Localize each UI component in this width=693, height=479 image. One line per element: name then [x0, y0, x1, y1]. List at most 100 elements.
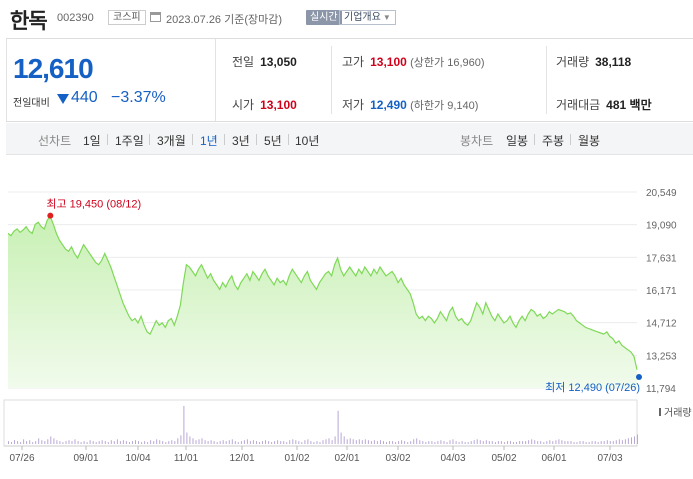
volume-bar — [567, 441, 569, 444]
volume-bar — [425, 442, 427, 444]
period-5y[interactable]: 5년 — [264, 134, 282, 148]
volume-bar — [482, 441, 484, 444]
divider — [192, 134, 193, 145]
volume-bar — [304, 440, 306, 444]
volume-bar — [68, 440, 70, 444]
low-annotation: 최저 12,490 (07/26) — [545, 381, 640, 394]
volume-bar — [159, 440, 161, 444]
candle-weekly[interactable]: 주봉 — [542, 134, 565, 148]
volume-bar — [198, 439, 200, 445]
volume-bar — [171, 440, 173, 444]
period-1w[interactable]: 1주일 — [115, 134, 144, 148]
volume-bar — [473, 440, 475, 444]
volume-bar — [92, 441, 94, 444]
volume-bar — [289, 440, 291, 444]
stat-low-label: 저가 — [342, 98, 365, 112]
volume-bar — [410, 441, 412, 444]
x-tick-label: 10/04 — [125, 453, 150, 464]
candle-monthly[interactable]: 월봉 — [578, 134, 601, 148]
realtime-button[interactable]: 실시간 — [306, 10, 342, 25]
stat-open-label: 시가 — [232, 98, 255, 112]
period-3m[interactable]: 3개월 — [157, 134, 186, 148]
volume-bar — [219, 441, 221, 444]
volume-bar — [510, 441, 511, 444]
volume-bar — [71, 441, 73, 444]
volume-bar — [38, 438, 40, 444]
volume-bar — [337, 410, 339, 445]
divider — [149, 134, 150, 145]
volume-bar — [125, 441, 127, 444]
volume-bar — [162, 441, 164, 444]
volume-bar — [373, 440, 375, 444]
volume-bar — [104, 441, 106, 444]
change-label: 전일대비 — [13, 98, 50, 109]
volume-bar — [319, 442, 321, 444]
volume-bar — [256, 441, 257, 444]
volume-bar — [564, 441, 566, 444]
period-1d[interactable]: 1일 — [83, 134, 101, 148]
volume-bar — [322, 440, 324, 444]
volume-bar — [352, 439, 354, 445]
volume-bar — [437, 441, 439, 444]
high-annotation: 최고 19,450 (08/12) — [46, 198, 141, 211]
volume-bar — [283, 441, 285, 444]
divider — [570, 134, 571, 145]
price-chart: 20,549 19,090 17,631 16,171 14,712 13,253 11,7… — [0, 160, 693, 479]
volume-bar — [497, 441, 499, 444]
volume-bar — [307, 439, 309, 445]
volume-bar — [47, 439, 49, 445]
company-overview-button[interactable]: 기업개요 ▼ — [339, 10, 396, 25]
volume-bar — [422, 441, 424, 444]
stat-open-value: 13,100 — [260, 98, 297, 112]
volume-bar — [177, 438, 179, 444]
down-arrow-icon — [57, 94, 69, 104]
volume-bar — [461, 441, 463, 444]
volume-bar — [552, 441, 554, 444]
volume-bar — [101, 440, 103, 444]
volume-bar — [449, 440, 451, 444]
period-3y[interactable]: 3년 — [232, 134, 250, 148]
x-tick-label: 07/26 — [9, 453, 34, 464]
volume-bar — [50, 436, 52, 444]
candle-daily[interactable]: 일봉 — [506, 134, 529, 148]
divider — [107, 134, 108, 145]
period-10y[interactable]: 10년 — [295, 134, 320, 148]
stat-amount-unit: 백만 — [629, 98, 652, 112]
volume-bar — [14, 440, 15, 444]
volume-bar — [600, 441, 602, 444]
volume-bar — [141, 442, 143, 444]
company-overview-label: 기업개요 — [344, 12, 381, 23]
volume-bar — [485, 440, 487, 444]
volume-bar — [428, 441, 430, 444]
volume-bar — [525, 441, 527, 444]
market-badge: 코스피 — [108, 10, 146, 25]
volume-bar — [395, 442, 397, 444]
stat-amount-value: 481 — [606, 98, 627, 112]
volume-bar — [452, 439, 454, 445]
volume-bar — [549, 440, 551, 444]
volume-bar — [207, 441, 209, 444]
x-tick-label: 02/01 — [334, 453, 359, 464]
volume-bar — [274, 441, 276, 444]
divider — [534, 134, 535, 145]
volume-bar — [370, 441, 372, 444]
volume-bar — [464, 442, 466, 444]
volume-bar — [280, 441, 282, 444]
volume-bar — [119, 441, 121, 444]
period-1y[interactable]: 1년 — [200, 134, 218, 148]
volume-bar — [546, 441, 548, 444]
volume-bar — [225, 441, 227, 444]
volume-bar — [95, 442, 97, 444]
volume-bar — [340, 432, 342, 444]
volume-bar — [59, 441, 61, 444]
price-line — [7, 215, 638, 370]
volume-bar — [249, 441, 251, 444]
x-tick-label: 01/02 — [284, 453, 309, 464]
stat-prev-value: 13,050 — [260, 55, 297, 69]
volume-bar — [86, 442, 88, 444]
volume-bar — [32, 442, 34, 444]
volume-bar — [609, 441, 611, 444]
x-tick-label: 12/01 — [229, 453, 254, 464]
volume-bar — [301, 442, 303, 444]
volume-bar — [180, 435, 182, 444]
